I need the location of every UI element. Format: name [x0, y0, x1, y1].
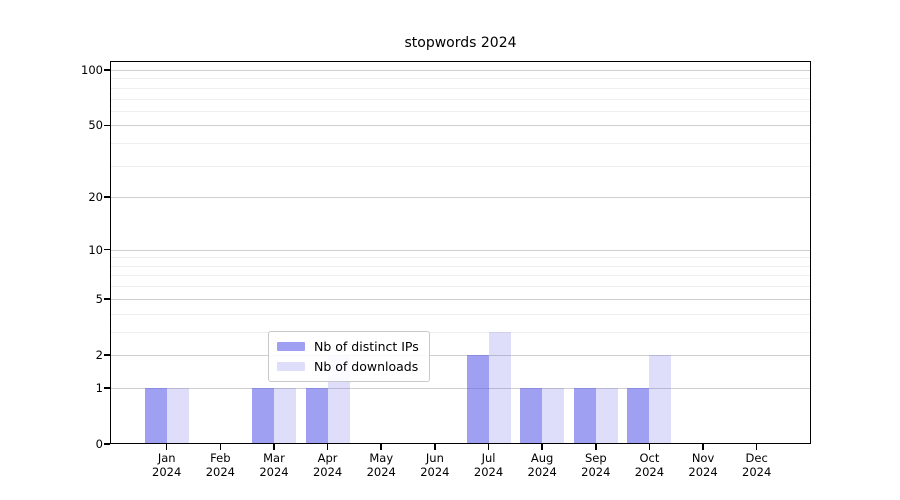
x-tick-mark	[380, 444, 383, 450]
gridline-major	[110, 354, 811, 356]
y-tick-label: 1	[95, 380, 103, 395]
y-tick-mark	[104, 248, 110, 251]
x-tick-label: Oct 2024	[634, 451, 665, 479]
y-tick-mark	[104, 354, 110, 356]
gridline-major	[110, 125, 811, 127]
bar-downloads-mar	[273, 387, 296, 444]
legend-label-distinct-ips: Nb of distinct IPs	[314, 339, 419, 354]
legend: Nb of distinct IPs Nb of downloads	[268, 331, 430, 382]
gridline-major	[110, 70, 811, 71]
bar-distinct-ips-sep	[573, 387, 596, 444]
bar-downloads-sep	[595, 387, 618, 444]
x-tick-label: Jul 2024	[473, 451, 504, 479]
plot-area	[110, 61, 811, 444]
legend-item-distinct-ips: Nb of distinct IPs	[277, 340, 419, 353]
x-tick-label: Dec 2024	[742, 451, 772, 479]
bar-distinct-ips-oct	[627, 387, 650, 444]
gridline-minor	[110, 87, 811, 89]
x-tick-mark	[326, 444, 329, 450]
gridline-major	[110, 197, 811, 199]
y-tick-label: 10	[88, 242, 103, 257]
bar-distinct-ips-aug	[520, 387, 543, 444]
y-tick-label: 5	[95, 291, 103, 306]
y-tick-mark	[104, 387, 110, 389]
x-tick-mark	[273, 444, 275, 450]
bar-downloads-jul	[488, 331, 511, 444]
x-tick-label: Apr 2024	[312, 451, 343, 479]
gridline-minor	[110, 143, 811, 145]
x-tick-label: Aug 2024	[527, 451, 557, 479]
gridline-major	[110, 298, 811, 300]
y-tick-mark	[104, 297, 110, 300]
y-tick-label: 2	[95, 347, 103, 362]
bar-downloads-oct	[649, 354, 672, 444]
y-tick-label: 0	[95, 437, 103, 451]
x-tick-label: Nov 2024	[688, 451, 718, 479]
bar-distinct-ips-jul	[466, 354, 489, 444]
gridline-minor	[110, 257, 811, 259]
x-tick-mark	[434, 444, 436, 450]
legend-label-downloads: Nb of downloads	[314, 359, 419, 374]
x-tick-label: Sep 2024	[581, 451, 611, 479]
gridline-minor	[110, 286, 811, 288]
gridline-minor	[110, 331, 811, 333]
bar-distinct-ips-jan	[144, 387, 167, 444]
gridline-minor	[110, 313, 811, 315]
gridline-minor	[110, 265, 811, 267]
gridline-minor	[110, 110, 811, 112]
y-tick-label: 20	[88, 190, 103, 205]
bar-downloads-jan	[166, 387, 189, 444]
bar-distinct-ips-mar	[251, 387, 274, 444]
gridline-minor	[110, 275, 811, 277]
gridline-major	[110, 249, 811, 251]
x-tick-label: Feb 2024	[205, 451, 235, 479]
bar-distinct-ips-apr	[305, 387, 328, 444]
x-tick-mark	[487, 444, 490, 450]
x-tick-label: Jun 2024	[420, 451, 450, 479]
x-tick-mark	[755, 444, 758, 450]
y-tick-label: 50	[88, 118, 103, 133]
x-tick-mark	[702, 444, 704, 450]
x-tick-mark	[594, 444, 597, 450]
x-tick-mark	[541, 444, 543, 450]
y-tick-mark	[104, 124, 110, 127]
x-tick-label: Mar 2024	[259, 451, 289, 479]
y-tick-mark	[104, 443, 110, 445]
gridline-major	[110, 387, 811, 389]
x-tick-label: Jan 2024	[152, 451, 182, 479]
x-tick-label: May 2024	[366, 451, 396, 479]
y-tick-label: 100	[81, 63, 103, 77]
legend-swatch-downloads-icon	[277, 362, 305, 371]
x-tick-mark	[219, 444, 222, 450]
gridline-minor	[110, 78, 811, 80]
legend-swatch-distinct-ips-icon	[277, 342, 305, 351]
x-tick-mark	[165, 444, 168, 450]
bar-downloads-aug	[542, 387, 565, 444]
x-tick-mark	[648, 444, 651, 450]
legend-item-downloads: Nb of downloads	[277, 360, 419, 373]
y-tick-mark	[104, 196, 110, 199]
gridline-minor	[110, 98, 811, 100]
gridline-minor	[110, 165, 811, 167]
y-tick-mark	[104, 69, 110, 71]
chart-title: stopwords 2024	[404, 35, 517, 51]
